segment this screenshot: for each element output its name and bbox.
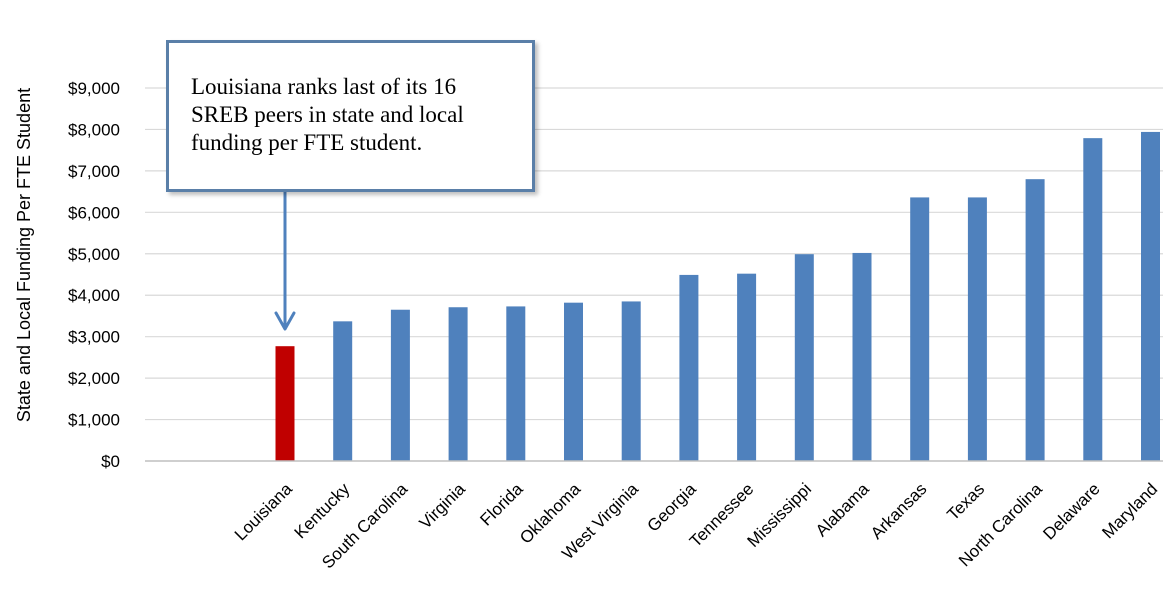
- bar-tennessee: [737, 273, 757, 461]
- bar-north-carolina: [1025, 179, 1045, 461]
- x-tick-label: Virginia: [416, 479, 470, 533]
- annotation-text: Louisiana ranks last of its 16 SREB peer…: [191, 74, 464, 155]
- bar-texas: [967, 197, 987, 461]
- x-tick-label: Maryland: [1098, 479, 1161, 542]
- y-tick-label: $6,000: [68, 203, 120, 222]
- bars: [275, 131, 1160, 462]
- y-tick-label: $0: [101, 452, 120, 471]
- annotation-arrow: [274, 192, 296, 331]
- bar-arkansas: [910, 197, 930, 461]
- bar-georgia: [679, 274, 699, 461]
- bar-mississippi: [794, 254, 814, 461]
- bar-delaware: [1083, 138, 1103, 462]
- bar-oklahoma: [564, 302, 583, 461]
- bar-virginia: [448, 307, 468, 461]
- x-tick-label: Delaware: [1039, 479, 1103, 543]
- bar-kentucky: [333, 321, 353, 461]
- bar-alabama: [852, 252, 872, 461]
- x-tick-label: Louisiana: [231, 479, 296, 544]
- y-tick-label: $5,000: [68, 245, 120, 264]
- bar-maryland: [1141, 131, 1160, 462]
- arrow-head: [274, 311, 296, 331]
- bar-florida: [506, 306, 526, 461]
- y-tick-label: $8,000: [68, 120, 120, 139]
- y-tick-label: $3,000: [68, 328, 120, 347]
- y-tick-label: $9,000: [68, 79, 120, 98]
- bar-west-virginia: [621, 301, 641, 461]
- y-tick-label: $2,000: [68, 369, 120, 388]
- y-axis-ticks: $0 $1,000 $2,000 $3,000 $4,000 $5,000 $6,000 $7…: [68, 79, 120, 471]
- y-tick-label: $4,000: [68, 286, 120, 305]
- x-tick-label: Georgia: [644, 479, 701, 536]
- y-tick-label: $7,000: [68, 162, 120, 181]
- annotation-callout: Louisiana ranks last of its 16 SREB peer…: [166, 40, 535, 192]
- x-tick-label: Florida: [476, 479, 527, 530]
- x-tick-label: Arkansas: [867, 479, 931, 543]
- y-axis-label: State and Local Funding Per FTE Student: [14, 88, 34, 422]
- x-tick-label: Alabama: [812, 479, 873, 540]
- bar-south-carolina: [390, 309, 410, 461]
- x-tick-label: Texas: [943, 479, 988, 524]
- y-tick-label: $1,000: [68, 411, 120, 430]
- bar-louisiana: [275, 346, 295, 461]
